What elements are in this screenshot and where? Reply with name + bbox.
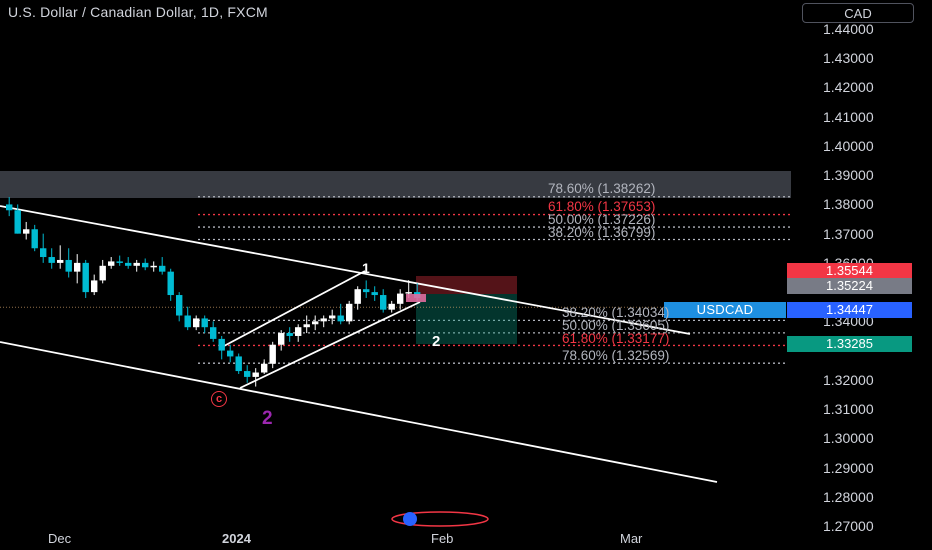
price-tick-label: 1.37000 <box>823 225 874 242</box>
candle-body <box>193 318 200 328</box>
candle-body <box>320 318 327 322</box>
rising-channel-upper <box>223 270 366 347</box>
candle-body <box>312 321 319 325</box>
price-tag-stop: 1.35544 <box>787 263 912 279</box>
candle-body <box>269 344 276 364</box>
fib-label-upper-786: 78.60% (1.38262) <box>548 181 656 196</box>
target-zone <box>0 171 791 198</box>
fib-label-lower-500: 50.00% (1.33605) <box>562 318 670 333</box>
candle-body <box>397 293 404 304</box>
price-tick-label: 1.32000 <box>823 371 874 388</box>
candle-body <box>235 356 242 372</box>
candle-body <box>252 372 259 377</box>
time-tick-label: Mar <box>620 531 643 546</box>
candle-body <box>116 261 123 263</box>
price-tick-label: 1.41000 <box>823 108 874 125</box>
candle-body <box>380 295 387 310</box>
candle-body <box>65 259 72 272</box>
price-tick-label: 1.38000 <box>823 196 874 213</box>
candle-body <box>167 271 174 296</box>
candle-body <box>201 318 208 328</box>
stop-loss-zone <box>416 276 517 294</box>
fib-label-upper-618: 61.80% (1.37653) <box>548 199 656 214</box>
events-badge-icon <box>391 511 489 527</box>
candle-body <box>295 327 302 336</box>
price-tick-label: 1.39000 <box>823 167 874 184</box>
candle-body <box>150 265 157 268</box>
wave-label-2-major: 2 <box>262 408 273 429</box>
candle-body <box>388 303 395 310</box>
candle-body <box>363 289 370 293</box>
price-tick-label: 1.31000 <box>823 401 874 418</box>
symbol-title: U.S. Dollar / Canadian Dollar, 1D, FXCM <box>8 4 268 20</box>
candle-body <box>133 262 140 266</box>
candle-body <box>31 229 38 249</box>
fib-label-lower-618: 61.80% (1.33177) <box>562 331 670 346</box>
wave-label-2-minor: 2 <box>432 333 441 350</box>
price-tick-label: 1.44000 <box>823 21 874 37</box>
candle-body <box>48 257 55 263</box>
candle-body <box>337 315 344 322</box>
fib-label-upper-382: 38.20% (1.36799) <box>548 225 656 240</box>
trade-marker <box>406 294 426 302</box>
fib-label-lower-382: 38.20% (1.34034) <box>562 305 670 320</box>
fib-label-upper-500: 50.00% (1.37226) <box>548 212 656 227</box>
candle-body <box>82 262 89 293</box>
wave-label-c: c <box>211 391 227 407</box>
candle-body <box>354 289 361 304</box>
candle-body <box>405 292 412 294</box>
candle-body <box>346 303 353 322</box>
candle-body <box>142 262 149 268</box>
price-tag-last: 1.34447 <box>787 302 912 318</box>
time-tick-label: 2024 <box>222 531 251 546</box>
price-tick-label: 1.43000 <box>823 50 874 67</box>
price-tag-target: 1.33285 <box>787 336 912 352</box>
take-profit-zone <box>416 294 517 344</box>
candle-body <box>6 204 13 211</box>
candle-body <box>371 292 378 296</box>
candle-body <box>244 371 251 377</box>
flag-icon <box>403 512 417 526</box>
channel-lower-line <box>0 341 718 483</box>
fib-label-lower-786: 78.60% (1.32569) <box>562 348 670 363</box>
price-tick-label: 1.28000 <box>823 488 874 505</box>
candle-body <box>74 262 81 272</box>
price-tick-label: 1.27000 <box>823 518 874 534</box>
candle-body <box>218 338 225 351</box>
wave-label-1: 1 <box>362 260 370 276</box>
candle-body <box>23 229 30 234</box>
candle-body <box>261 363 268 373</box>
candle-body <box>14 210 21 234</box>
channel-upper-line <box>0 205 691 335</box>
time-tick-label: Dec <box>48 531 72 546</box>
candle-body <box>99 265 106 281</box>
price-tick-label: 1.29000 <box>823 459 874 476</box>
rising-channel-lower <box>239 301 421 389</box>
candle-body <box>210 327 217 339</box>
candle-body <box>227 350 234 357</box>
currency-button[interactable]: CAD <box>802 3 914 23</box>
price-tag-entry: 1.35224 <box>787 278 912 294</box>
candle-body <box>286 333 293 336</box>
candle-body <box>40 248 47 258</box>
candle-body <box>329 315 336 319</box>
candle-body <box>176 295 183 316</box>
time-tick-label: Feb <box>431 531 454 546</box>
candle-body <box>57 259 64 263</box>
price-tick-label: 1.30000 <box>823 430 874 447</box>
candle-body <box>125 262 132 266</box>
candle-body <box>108 261 115 266</box>
symbol-tag: USDCAD <box>664 302 786 318</box>
candle-body <box>91 280 98 293</box>
candle-body <box>159 265 166 272</box>
price-tick-label: 1.40000 <box>823 137 874 154</box>
candle-body <box>278 333 285 345</box>
candle-body <box>303 324 310 328</box>
price-tick-label: 1.42000 <box>823 79 874 96</box>
candle-body <box>184 315 191 328</box>
